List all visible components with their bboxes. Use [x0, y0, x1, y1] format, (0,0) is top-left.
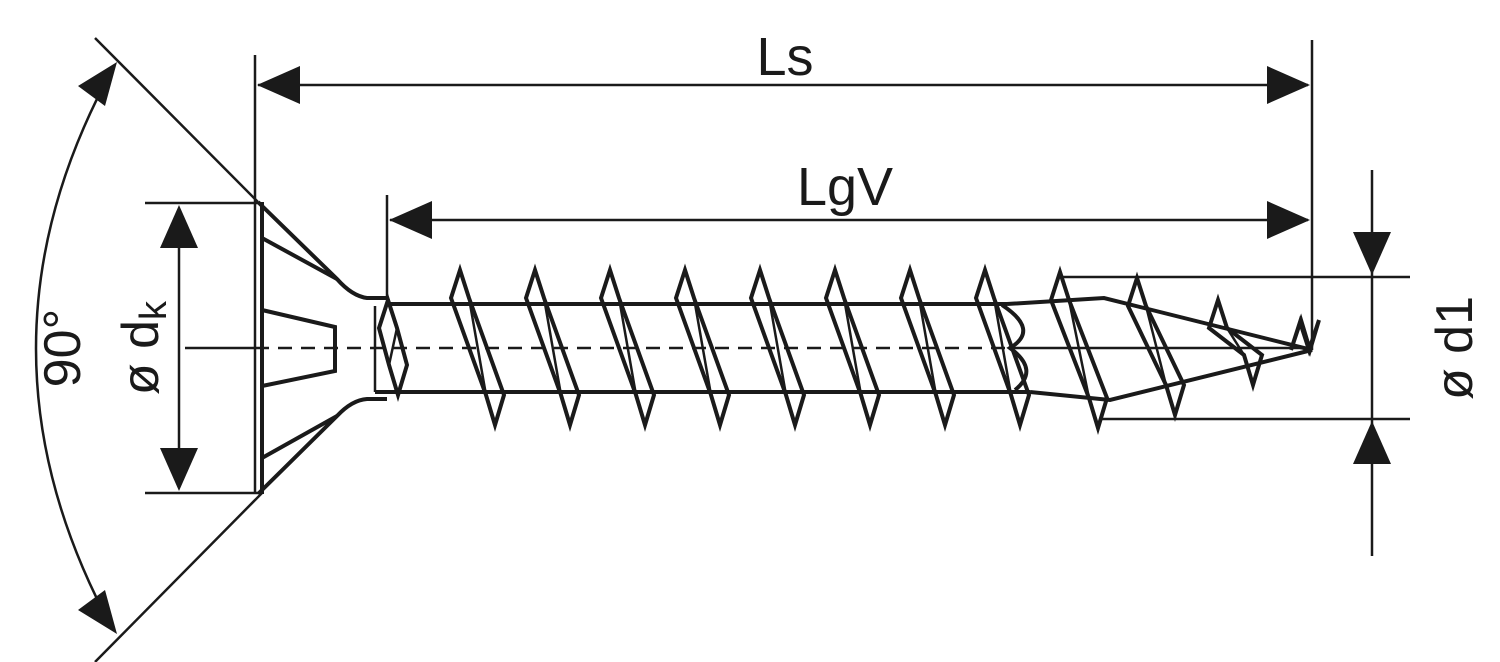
thread-inner-line: [1225, 327, 1246, 356]
d1-label: ø d1: [1426, 296, 1484, 400]
ls-arrow-right: [1267, 66, 1310, 104]
thread-inner-line: [1299, 319, 1311, 351]
thread-inner-line: [767, 297, 788, 396]
thread-inner-line: [992, 297, 1013, 396]
thread-inner-line: [1067, 299, 1091, 399]
lgv-label: LgV: [797, 157, 893, 217]
ls-arrow-left: [257, 66, 300, 104]
screw-head: [256, 200, 387, 496]
thread-inner-line: [542, 297, 563, 396]
head-angle-line-top: [94, 37, 259, 203]
thread-inner-line: [617, 297, 638, 396]
thread-inner-line: [1144, 305, 1168, 386]
dk-arrow-bottom: [160, 448, 198, 491]
thread-inner-line: [842, 297, 863, 396]
lgv-arrow-left: [389, 201, 432, 239]
thread-inner-line: [692, 297, 713, 396]
screw-threads: [376, 263, 1321, 435]
d1-arrow-top: [1353, 232, 1391, 275]
drive-recess: [261, 308, 337, 388]
angle-arc: [34, 69, 114, 629]
head-angle-line-bottom: [94, 492, 263, 662]
dk-arrow-top: [160, 205, 198, 248]
dk-label: ø dk: [112, 300, 175, 395]
d1-arrow-bottom: [1353, 421, 1391, 464]
angle-label: 90°: [34, 309, 92, 388]
lgv-arrow-right: [1267, 201, 1310, 239]
thread-inner-line: [387, 327, 399, 366]
angle-arrow-bottom: [78, 590, 117, 634]
ls-label: Ls: [756, 27, 813, 87]
angle-arrow-top: [78, 62, 117, 106]
thread-inner-line: [467, 297, 488, 396]
thread-inner-line: [917, 297, 938, 396]
